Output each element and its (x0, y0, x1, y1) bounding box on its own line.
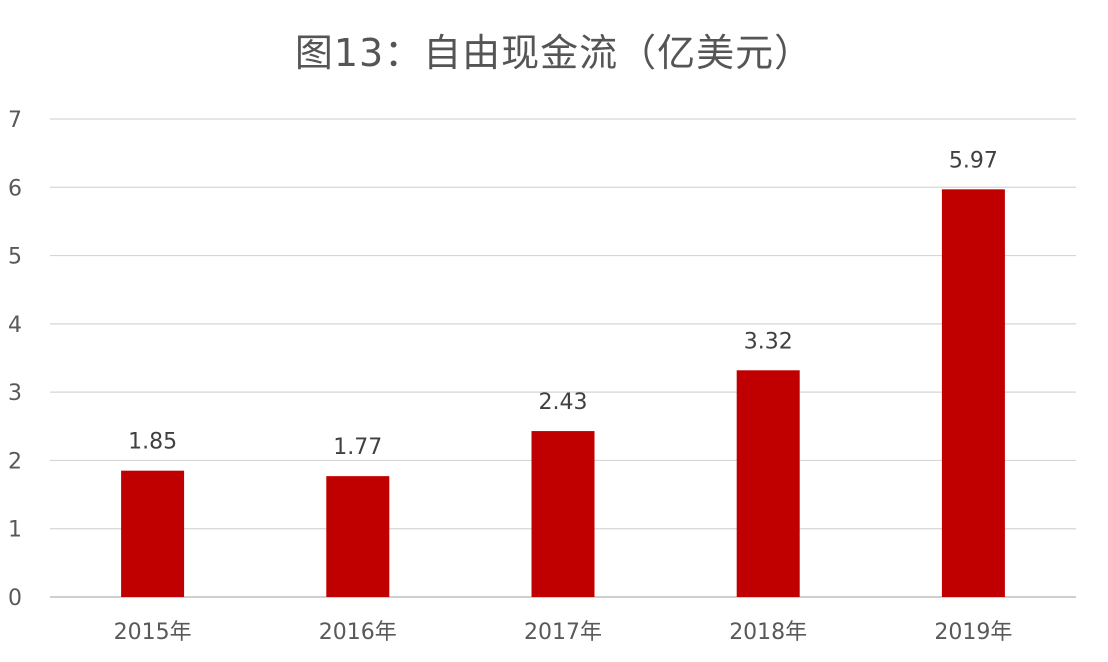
y-tick-label: 4 (8, 313, 22, 338)
y-tick-label: 5 (8, 245, 22, 270)
x-category-label: 2016年 (319, 620, 397, 645)
y-tick-label: 1 (8, 518, 22, 543)
bar-2018年 (736, 370, 800, 597)
bars (121, 189, 1005, 597)
data-label: 1.85 (128, 430, 177, 455)
x-category-label: 2019年 (934, 620, 1012, 645)
y-axis-ticks: 0 1 2 3 4 5 6 7 (8, 108, 22, 611)
bar-2016年 (326, 476, 390, 597)
data-label: 3.32 (744, 329, 793, 354)
data-label: 2.43 (539, 390, 588, 415)
bar-2017年 (531, 431, 595, 597)
x-category-label: 2015年 (114, 620, 192, 645)
y-tick-label: 0 (8, 586, 22, 611)
x-category-label: 2017年 (524, 620, 602, 645)
y-tick-label: 2 (8, 449, 22, 474)
bar-2015年 (121, 470, 185, 597)
y-tick-label: 7 (8, 108, 22, 133)
data-label: 5.97 (949, 148, 998, 173)
x-category-label: 2018年 (729, 620, 807, 645)
y-tick-label: 6 (8, 176, 22, 201)
data-labels: 1.85 1.77 2.43 3.32 5.97 (128, 148, 998, 460)
x-axis-labels: 2015年 2016年 2017年 2018年 2019年 (114, 620, 1013, 645)
chart-title: 图13：自由现金流（亿美元） (294, 31, 814, 75)
data-label: 1.77 (333, 435, 382, 460)
y-tick-label: 3 (8, 381, 22, 406)
bar-2019年 (941, 189, 1005, 597)
